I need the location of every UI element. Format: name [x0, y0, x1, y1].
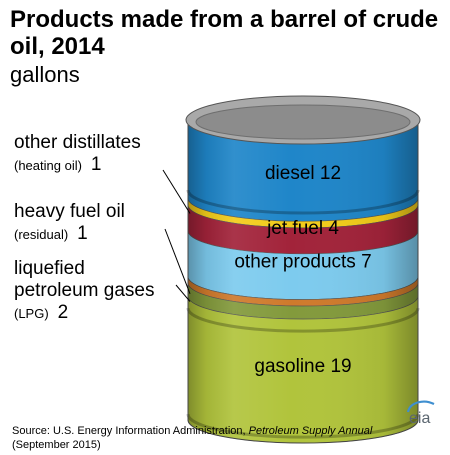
segment-label-gasoline: gasoline 19 [254, 356, 351, 377]
label-lpg-line1: liquefied [14, 258, 85, 279]
leader-line [175, 284, 191, 302]
eia-logo-text: eia [409, 410, 430, 427]
label-heavy-fuel-oil-value: 1 [77, 223, 88, 244]
barrel-hoop [186, 307, 420, 333]
leader-line [162, 169, 191, 214]
label-lpg-value: 2 [57, 302, 69, 323]
barrel-top [195, 104, 411, 140]
label-other-distillates: other distillates (heating oil) 1 [14, 132, 141, 176]
barrel-shading [188, 120, 418, 443]
source-prefix: Source: U.S. Energy Information Administ… [12, 425, 249, 437]
leader-lines [162, 169, 191, 302]
barrel-lid [185, 95, 421, 145]
segment-label-other-products: other products 7 [234, 252, 371, 273]
label-lpg-line2: petroleum gases [14, 280, 155, 301]
segment-label-diesel: diesel 12 [265, 163, 341, 184]
barrel-outline [187, 120, 419, 444]
label-lpg-sub: (LPG) [14, 306, 49, 321]
label-heavy-fuel-oil-name: heavy fuel oil [14, 201, 125, 222]
label-other-distillates-name: other distillates [14, 132, 141, 153]
leader-line [164, 228, 191, 294]
label-lpg: liquefied petroleum gases (LPG) 2 [14, 258, 154, 324]
segment-label-jet-fuel: jet fuel 4 [266, 218, 339, 239]
label-heavy-fuel-oil: heavy fuel oil (residual) 1 [14, 201, 125, 245]
label-other-distillates-value: 1 [90, 154, 102, 175]
barrel-segments [187, 119, 419, 444]
barrel-hoops [186, 189, 420, 439]
barrel-hoop [186, 413, 420, 439]
source-publication: Petroleum Supply Annual [248, 425, 373, 437]
label-heavy-fuel-oil-sub: (residual) [14, 227, 69, 242]
chart-title: Products made from a barrel of crude oil… [10, 6, 439, 60]
eia-logo-swoosh [406, 400, 435, 413]
label-other-distillates-sub: (heating oil) [14, 158, 82, 173]
chart-subtitle: gallons [10, 62, 80, 87]
source-date: (September 2015) [12, 439, 101, 451]
barrel-hoop [186, 189, 420, 215]
source-note: Source: U.S. Energy Information Administ… [12, 424, 372, 452]
eia-logo: eia [406, 400, 435, 427]
